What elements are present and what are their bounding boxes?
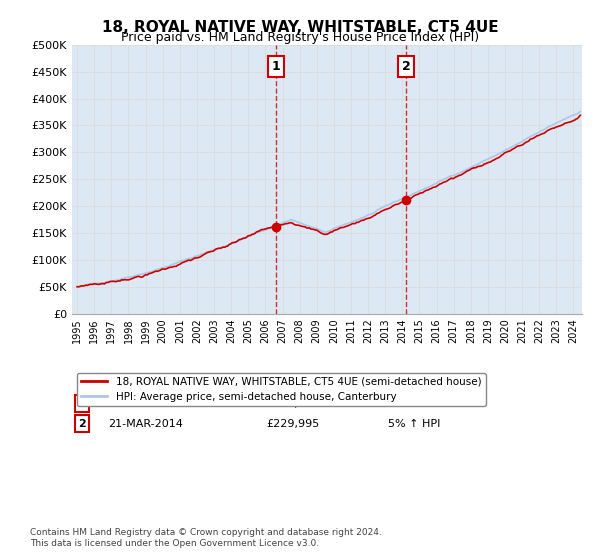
Text: 22-AUG-2006: 22-AUG-2006 <box>108 399 182 409</box>
Text: 2% ↑ HPI: 2% ↑ HPI <box>388 399 440 409</box>
Text: £229,995: £229,995 <box>266 419 319 429</box>
Text: 2: 2 <box>401 60 410 73</box>
Text: 1: 1 <box>79 399 86 409</box>
Text: 21-MAR-2014: 21-MAR-2014 <box>108 419 182 429</box>
Text: 5% ↑ HPI: 5% ↑ HPI <box>388 419 440 429</box>
Text: 1: 1 <box>272 60 281 73</box>
Legend: 18, ROYAL NATIVE WAY, WHITSTABLE, CT5 4UE (semi-detached house), HPI: Average pr: 18, ROYAL NATIVE WAY, WHITSTABLE, CT5 4U… <box>77 372 485 406</box>
Text: Contains HM Land Registry data © Crown copyright and database right 2024.
This d: Contains HM Land Registry data © Crown c… <box>30 528 382 548</box>
Text: Price paid vs. HM Land Registry's House Price Index (HPI): Price paid vs. HM Land Registry's House … <box>121 31 479 44</box>
Text: 2: 2 <box>79 419 86 429</box>
Text: 18, ROYAL NATIVE WAY, WHITSTABLE, CT5 4UE: 18, ROYAL NATIVE WAY, WHITSTABLE, CT5 4U… <box>101 20 499 35</box>
Text: £189,445: £189,445 <box>266 399 319 409</box>
